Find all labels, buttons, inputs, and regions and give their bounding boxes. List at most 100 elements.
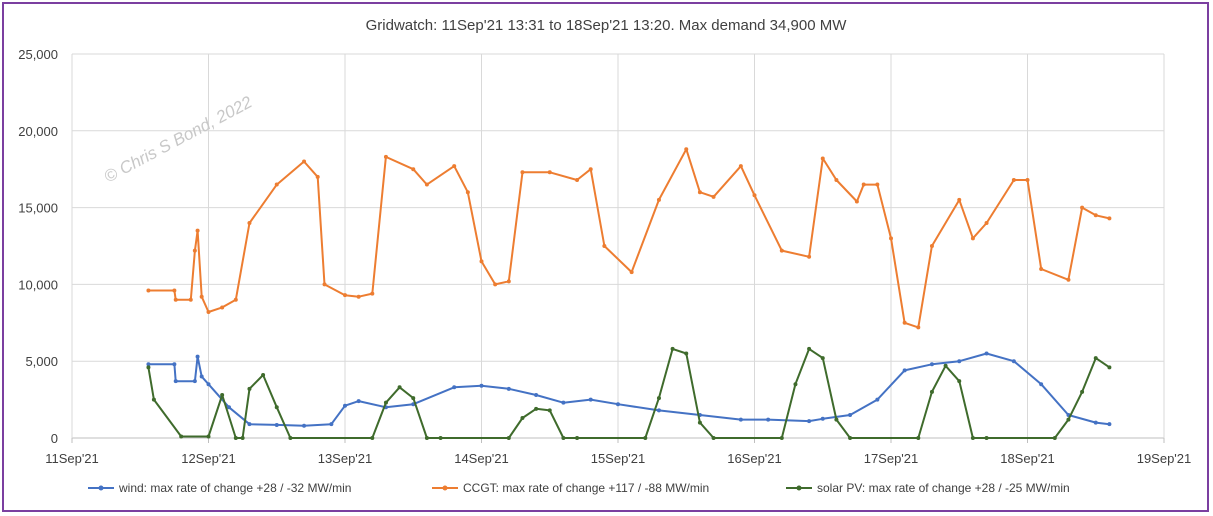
data-point bbox=[370, 436, 375, 440]
data-point bbox=[902, 368, 907, 373]
data-point bbox=[226, 405, 231, 410]
data-point bbox=[493, 282, 498, 287]
data-point bbox=[984, 436, 989, 440]
data-point bbox=[643, 436, 648, 440]
data-point bbox=[397, 385, 402, 390]
data-point bbox=[1107, 216, 1112, 221]
y-tick-label: 0 bbox=[51, 431, 58, 446]
y-tick-label: 20,000 bbox=[18, 124, 58, 139]
x-tick-label: 15Sep'21 bbox=[591, 451, 646, 466]
data-point bbox=[547, 408, 552, 413]
data-point bbox=[807, 346, 812, 351]
data-point bbox=[779, 248, 784, 253]
data-point bbox=[957, 379, 962, 384]
data-point bbox=[1066, 277, 1071, 282]
data-point bbox=[173, 297, 178, 302]
x-tick-label: 14Sep'21 bbox=[454, 451, 509, 466]
data-point bbox=[172, 288, 177, 293]
data-point bbox=[1052, 436, 1057, 440]
data-point bbox=[261, 373, 266, 378]
data-point bbox=[247, 386, 252, 391]
data-point bbox=[820, 416, 825, 421]
y-tick-label: 10,000 bbox=[18, 277, 58, 292]
data-point bbox=[172, 362, 177, 367]
data-point bbox=[875, 397, 880, 402]
data-point bbox=[752, 193, 757, 198]
data-point bbox=[1011, 359, 1016, 364]
data-point bbox=[356, 399, 361, 404]
data-point bbox=[534, 392, 539, 397]
data-point bbox=[711, 436, 716, 440]
data-point bbox=[766, 417, 771, 422]
data-point bbox=[520, 170, 525, 175]
y-tick-label: 25,000 bbox=[18, 47, 58, 62]
data-point bbox=[656, 396, 661, 401]
series-line-0 bbox=[148, 352, 1110, 427]
data-point bbox=[452, 385, 457, 390]
data-point bbox=[957, 197, 962, 202]
x-tick-label: 12Sep'21 bbox=[181, 451, 236, 466]
data-point bbox=[206, 434, 211, 439]
data-point bbox=[670, 346, 675, 351]
data-point bbox=[575, 177, 580, 182]
data-point bbox=[288, 436, 293, 440]
series-line-2 bbox=[147, 347, 1110, 439]
data-point bbox=[424, 182, 429, 187]
x-tick-label: 19Sep'21 bbox=[1137, 451, 1192, 466]
data-point bbox=[173, 379, 178, 384]
data-point bbox=[970, 436, 975, 440]
data-point bbox=[247, 422, 252, 427]
data-point bbox=[1039, 267, 1044, 272]
data-point bbox=[424, 436, 429, 440]
x-tick-label: 11Sep'21 bbox=[45, 451, 99, 466]
data-point bbox=[779, 436, 784, 440]
series-line-1 bbox=[148, 148, 1110, 329]
data-point bbox=[916, 436, 921, 440]
legend-swatch-marker bbox=[442, 485, 448, 491]
data-point bbox=[848, 412, 853, 417]
data-point bbox=[957, 359, 962, 364]
data-point bbox=[916, 325, 921, 330]
data-point bbox=[247, 220, 252, 225]
data-point bbox=[547, 170, 552, 175]
x-tick-label: 18Sep'21 bbox=[1000, 451, 1055, 466]
data-point bbox=[329, 422, 334, 427]
data-point bbox=[793, 382, 798, 387]
data-point bbox=[588, 167, 593, 172]
data-point bbox=[875, 182, 880, 187]
x-tick-label: 13Sep'21 bbox=[318, 451, 373, 466]
data-point bbox=[656, 197, 661, 202]
data-point bbox=[479, 259, 484, 264]
x-tick-label: 16Sep'21 bbox=[727, 451, 782, 466]
x-tick-label: 17Sep'21 bbox=[864, 451, 919, 466]
y-tick-label: 15,000 bbox=[18, 201, 58, 216]
legend-entry: solar PV: max rate of change +28 / -25 M… bbox=[817, 481, 1070, 495]
data-point bbox=[322, 282, 327, 287]
series-layer bbox=[146, 147, 1112, 440]
data-point bbox=[465, 190, 470, 195]
data-point bbox=[411, 167, 416, 172]
data-point bbox=[233, 436, 238, 440]
data-point bbox=[738, 164, 743, 169]
data-point bbox=[1011, 177, 1016, 182]
data-point bbox=[561, 436, 566, 440]
data-point bbox=[943, 363, 948, 368]
data-point bbox=[561, 400, 566, 405]
data-point bbox=[684, 351, 689, 356]
data-point bbox=[820, 156, 825, 161]
data-point bbox=[1080, 389, 1085, 394]
data-point bbox=[1025, 177, 1030, 182]
data-point bbox=[984, 351, 989, 356]
data-point bbox=[274, 405, 279, 410]
data-point bbox=[807, 254, 812, 259]
data-point bbox=[195, 228, 200, 233]
data-point bbox=[343, 293, 347, 298]
data-point bbox=[929, 362, 934, 367]
data-point bbox=[629, 270, 634, 275]
legend: wind: max rate of change +28 / -32 MW/mi… bbox=[88, 481, 1070, 495]
data-point bbox=[1107, 365, 1112, 370]
data-point bbox=[220, 392, 225, 397]
y-tick-label: 5,000 bbox=[25, 354, 58, 369]
